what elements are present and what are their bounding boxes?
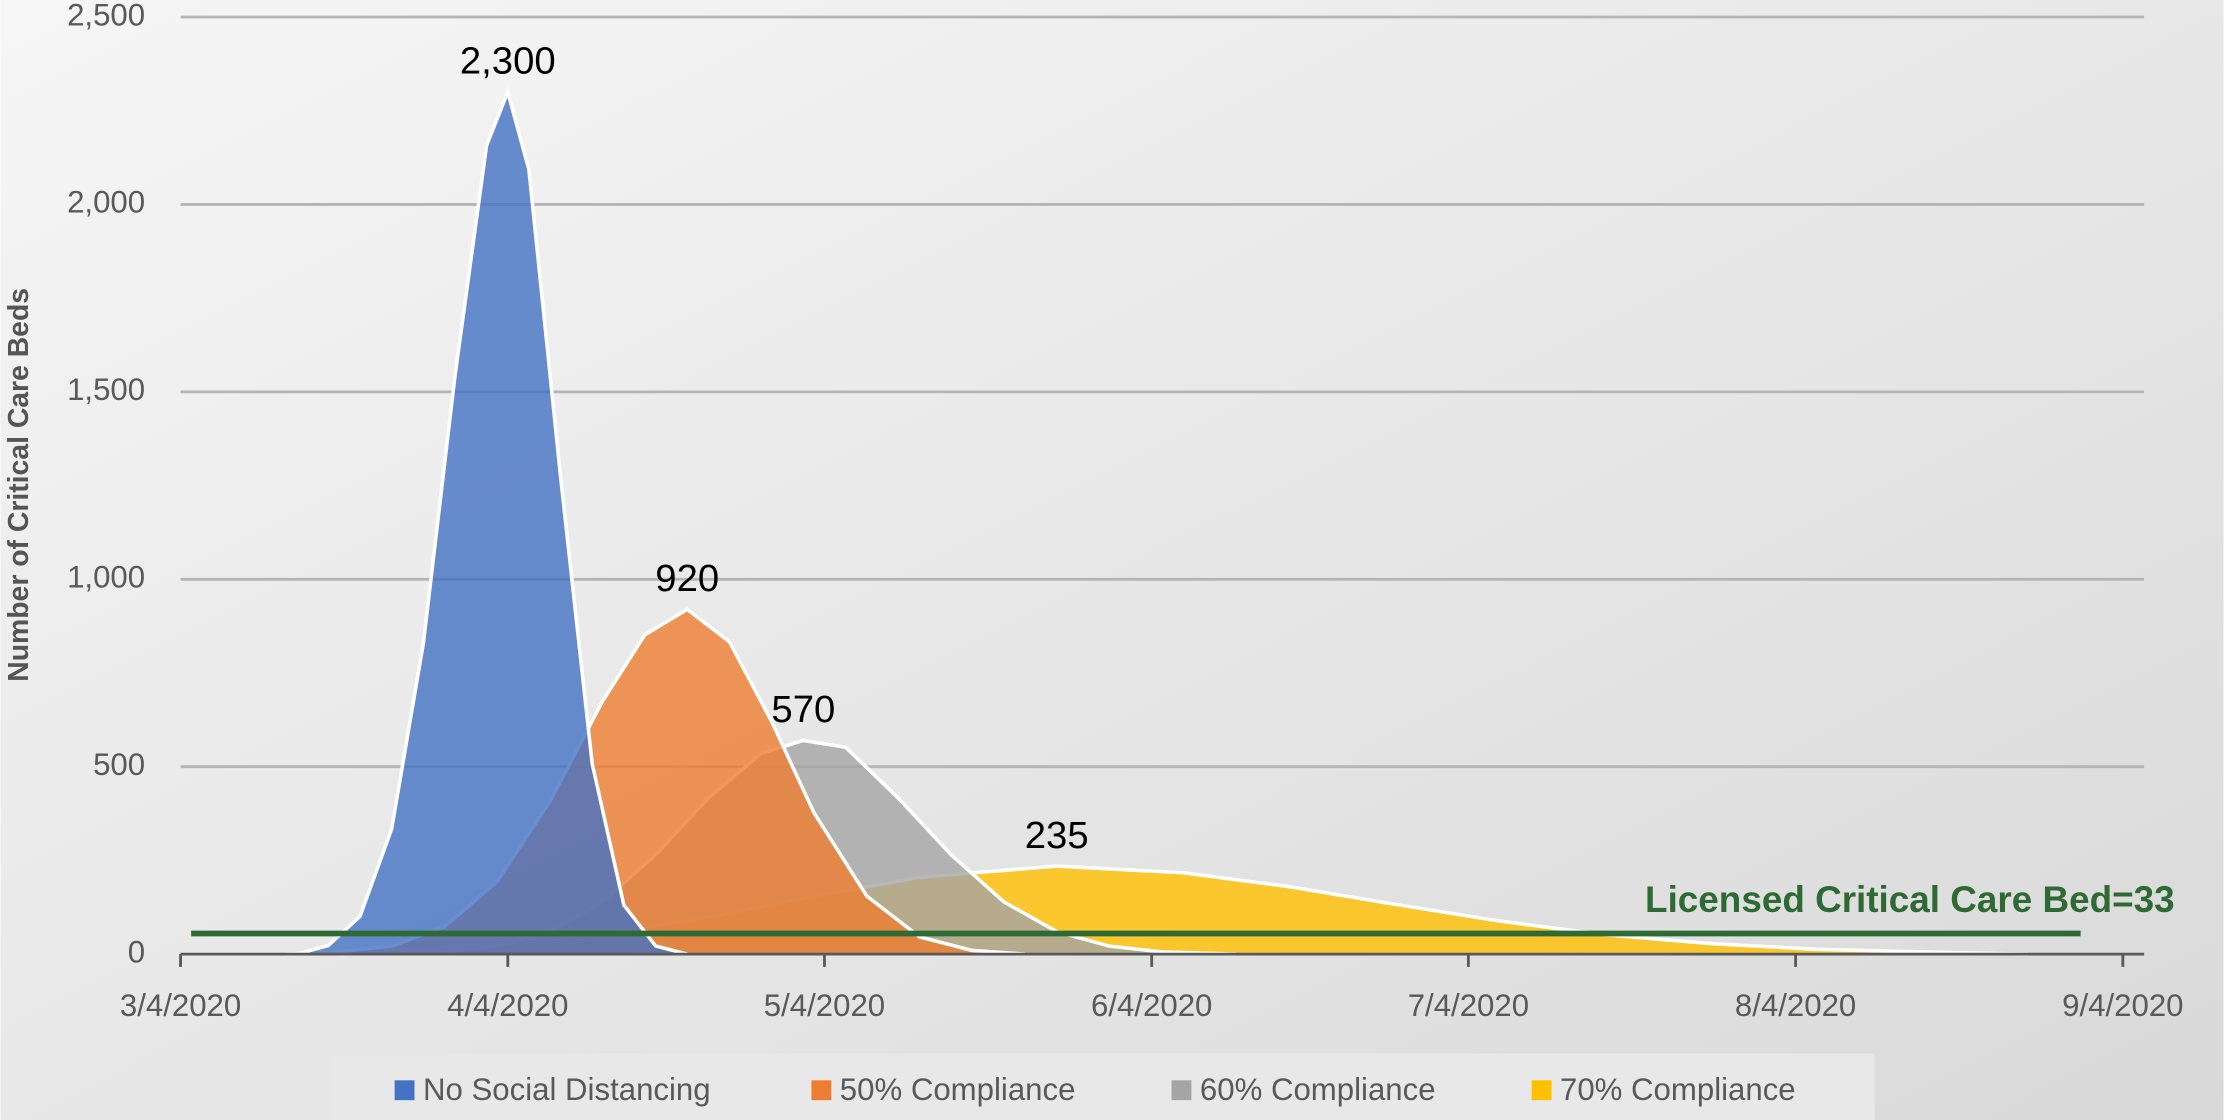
legend-label: 70% Compliance [1560, 1072, 1796, 1107]
x-tick-label: 6/4/2020 [1091, 988, 1212, 1023]
legend-label: 60% Compliance [1200, 1072, 1436, 1107]
x-tick-label: 8/4/2020 [1735, 988, 1856, 1023]
y-axis-title: Number of Critical Care Beds [3, 288, 35, 682]
data-label: 570 [771, 688, 835, 731]
data-label: 920 [655, 557, 719, 600]
data-label: 235 [1025, 814, 1089, 857]
legend-box [329, 1053, 1875, 1120]
x-tick-label: 7/4/2020 [1408, 988, 1529, 1023]
y-tick-label: 1,500 [67, 372, 145, 407]
legend-label: No Social Distancing [423, 1072, 711, 1107]
legend-swatch [1531, 1080, 1552, 1101]
area-fill [296, 92, 688, 955]
area-outline [296, 86, 688, 956]
legend-swatch [811, 1080, 832, 1101]
y-tick-label: 2,000 [67, 185, 145, 220]
x-tick-label: 3/4/2020 [120, 988, 241, 1023]
legend-swatch [394, 1080, 415, 1101]
legend-label: 50% Compliance [840, 1072, 1076, 1107]
y-tick-label: 0 [128, 934, 145, 969]
data-label: 2,300 [460, 40, 556, 83]
legend-swatch [1171, 1080, 1192, 1101]
reference-label: Licensed Critical Care Bed=33 [1645, 879, 2175, 920]
x-tick-label: 5/4/2020 [764, 988, 885, 1023]
x-tick-label: 9/4/2020 [2062, 988, 2183, 1023]
y-tick-label: 2,500 [67, 0, 145, 32]
y-tick-label: 500 [93, 747, 145, 782]
area-fill [328, 609, 1026, 955]
y-tick-label: 1,000 [67, 560, 145, 595]
x-tick-label: 4/4/2020 [447, 988, 568, 1023]
